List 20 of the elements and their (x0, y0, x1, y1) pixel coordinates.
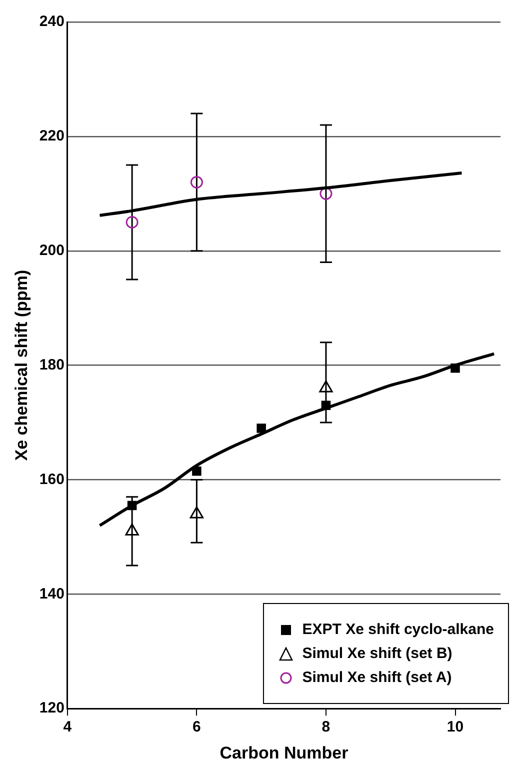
x-tick-label: 6 (192, 718, 201, 736)
point (192, 466, 202, 476)
y-tick-label: 180 (39, 356, 64, 374)
y-tick-label: 240 (39, 13, 64, 30)
x-tick-label: 8 (322, 718, 330, 736)
point (126, 216, 138, 229)
legend-label: Simul Xe shift (set A) (302, 669, 452, 686)
y-axis-title: Xe chemical shift (ppm) (12, 270, 31, 461)
point (256, 424, 266, 433)
x-axis-title: Carbon Number (220, 743, 349, 762)
x-tick-label: 4 (63, 718, 72, 736)
legend-label: Simul Xe shift (set B) (302, 645, 452, 662)
y-tick-label: 140 (39, 585, 64, 602)
y-tick-label: 220 (39, 128, 64, 145)
point (190, 176, 203, 188)
legend-label: EXPT Xe shift cyclo-alkane (302, 621, 494, 638)
y-tick-label: 200 (39, 242, 64, 260)
x-tick-label: 10 (446, 718, 464, 736)
y-tick-label: 160 (39, 470, 64, 488)
y-tick-label: 120 (39, 700, 64, 717)
